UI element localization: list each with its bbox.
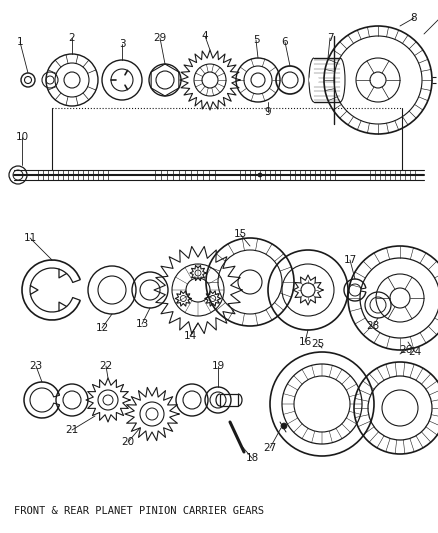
- Text: 29: 29: [153, 33, 166, 43]
- Text: 25: 25: [311, 339, 325, 349]
- Text: 12: 12: [95, 323, 109, 333]
- Circle shape: [281, 423, 287, 429]
- Text: 18: 18: [245, 453, 258, 463]
- Text: 6: 6: [282, 37, 288, 47]
- Text: 28: 28: [366, 321, 380, 331]
- Circle shape: [309, 75, 319, 85]
- Text: 4: 4: [201, 31, 208, 41]
- Text: 26: 26: [399, 345, 413, 355]
- Text: 10: 10: [15, 132, 28, 142]
- Text: 1: 1: [17, 37, 23, 47]
- Bar: [220, 394, 238, 406]
- Text: 11: 11: [23, 233, 37, 243]
- Text: 15: 15: [233, 229, 247, 239]
- Text: 20: 20: [121, 437, 134, 447]
- Text: 5: 5: [253, 35, 259, 45]
- Text: 16: 16: [298, 337, 311, 347]
- Circle shape: [258, 173, 262, 177]
- Text: 8: 8: [411, 13, 417, 23]
- Text: 24: 24: [408, 347, 422, 357]
- Text: 23: 23: [29, 361, 42, 371]
- Text: 17: 17: [343, 255, 357, 265]
- Text: FRONT & REAR PLANET PINION CARRIER GEARS: FRONT & REAR PLANET PINION CARRIER GEARS: [14, 506, 264, 516]
- Text: 21: 21: [65, 425, 79, 435]
- Text: 19: 19: [212, 361, 225, 371]
- Text: 3: 3: [119, 39, 125, 49]
- Text: 7: 7: [327, 33, 333, 43]
- Text: 13: 13: [135, 319, 148, 329]
- Text: 27: 27: [263, 443, 277, 453]
- Text: 2: 2: [69, 33, 75, 43]
- Text: 22: 22: [99, 361, 113, 371]
- Text: 9: 9: [265, 107, 271, 117]
- Text: 14: 14: [184, 331, 197, 341]
